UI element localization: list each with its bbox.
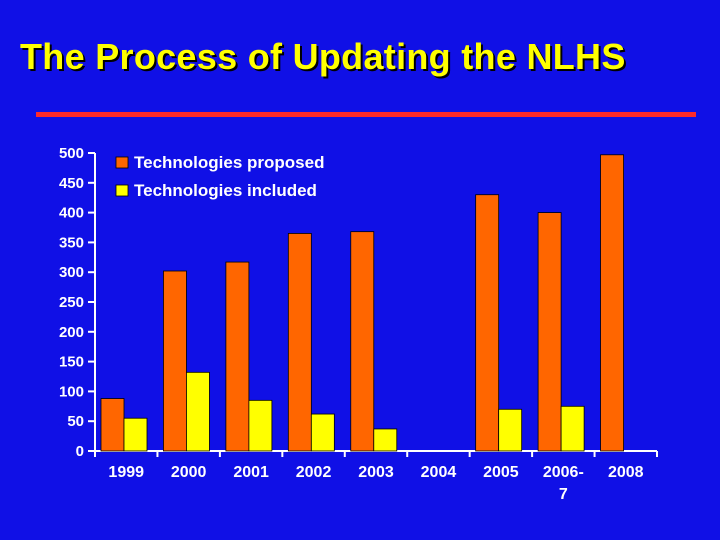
legend-label: Technologies proposed bbox=[134, 153, 324, 172]
bar-proposed bbox=[100, 398, 125, 452]
legend-swatch bbox=[115, 156, 129, 169]
x-tick-label: 2002 bbox=[296, 464, 332, 481]
bar-included bbox=[248, 399, 273, 452]
x-tick-label: 2000 bbox=[171, 464, 207, 481]
y-tick-label: 50 bbox=[67, 413, 84, 430]
bar-included bbox=[123, 417, 148, 452]
bar-included bbox=[498, 408, 523, 452]
y-tick-label: 300 bbox=[59, 264, 84, 281]
y-tick-label: 100 bbox=[59, 383, 84, 400]
x-tick-label: 2001 bbox=[233, 464, 269, 481]
y-tick-label: 200 bbox=[59, 324, 84, 341]
y-tick-label: 250 bbox=[59, 294, 84, 311]
y-axis-ticks: 0 50 100 150 200 250 300 350 400 450 500 bbox=[59, 145, 95, 460]
bar-included bbox=[310, 413, 335, 452]
legend-swatch bbox=[115, 184, 129, 197]
bar-included bbox=[373, 428, 398, 452]
slide-title: The Process of Updating the NLHS bbox=[20, 36, 626, 77]
chart-bars bbox=[100, 154, 624, 452]
bar-proposed bbox=[350, 231, 375, 452]
x-tick-label: 1999 bbox=[108, 464, 144, 481]
y-tick-label: 400 bbox=[59, 205, 84, 222]
bar-included bbox=[186, 371, 210, 452]
x-tick-label: 7 bbox=[559, 486, 568, 503]
bar-proposed bbox=[287, 233, 312, 452]
y-tick-label: 350 bbox=[59, 234, 84, 251]
y-tick-label: 450 bbox=[59, 175, 84, 192]
x-tick-label: 2003 bbox=[358, 464, 394, 481]
bar-proposed bbox=[163, 270, 187, 452]
bar-proposed bbox=[475, 194, 500, 452]
x-tick-label: 2005 bbox=[483, 464, 519, 481]
x-axis-labels: 1999 2000 2001 2002 2003 2004 2005 2006- 7 2008 bbox=[94, 451, 658, 503]
y-tick-label: 500 bbox=[59, 145, 84, 162]
title-underline bbox=[36, 112, 696, 117]
chart-legend: Technologies proposed Technologies includ… bbox=[115, 153, 324, 200]
bar-included bbox=[560, 405, 585, 452]
y-tick-label: 0 bbox=[76, 443, 84, 460]
x-tick-label: 2006- bbox=[543, 464, 584, 481]
bar-proposed bbox=[537, 212, 562, 452]
legend-label: Technologies included bbox=[134, 181, 317, 200]
y-tick-label: 150 bbox=[59, 354, 84, 371]
bar-proposed bbox=[600, 154, 624, 452]
x-tick-label: 2008 bbox=[608, 464, 644, 481]
bar-proposed bbox=[225, 261, 250, 452]
x-tick-label: 2004 bbox=[421, 464, 457, 481]
